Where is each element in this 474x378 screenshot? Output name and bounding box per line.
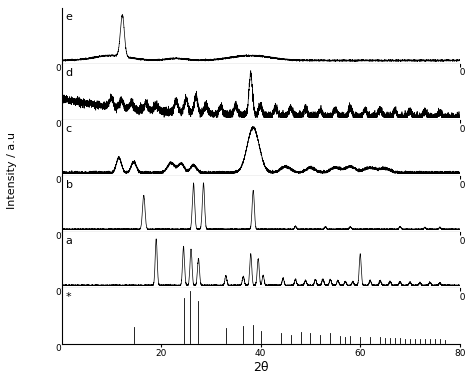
Text: 0: 0	[56, 176, 62, 185]
Text: d: d	[65, 68, 73, 78]
Text: 0: 0	[56, 120, 62, 129]
Text: e: e	[65, 12, 73, 22]
Text: *: *	[65, 293, 71, 302]
Text: 0: 0	[56, 232, 62, 241]
X-axis label: 2θ: 2θ	[253, 361, 268, 373]
Text: 0: 0	[56, 64, 62, 73]
Text: b: b	[65, 180, 73, 190]
Text: c: c	[65, 124, 72, 134]
Text: a: a	[65, 236, 73, 246]
Text: 0: 0	[56, 288, 62, 297]
Text: 0: 0	[56, 344, 62, 353]
Text: Intensity / a.u: Intensity / a.u	[7, 132, 17, 209]
